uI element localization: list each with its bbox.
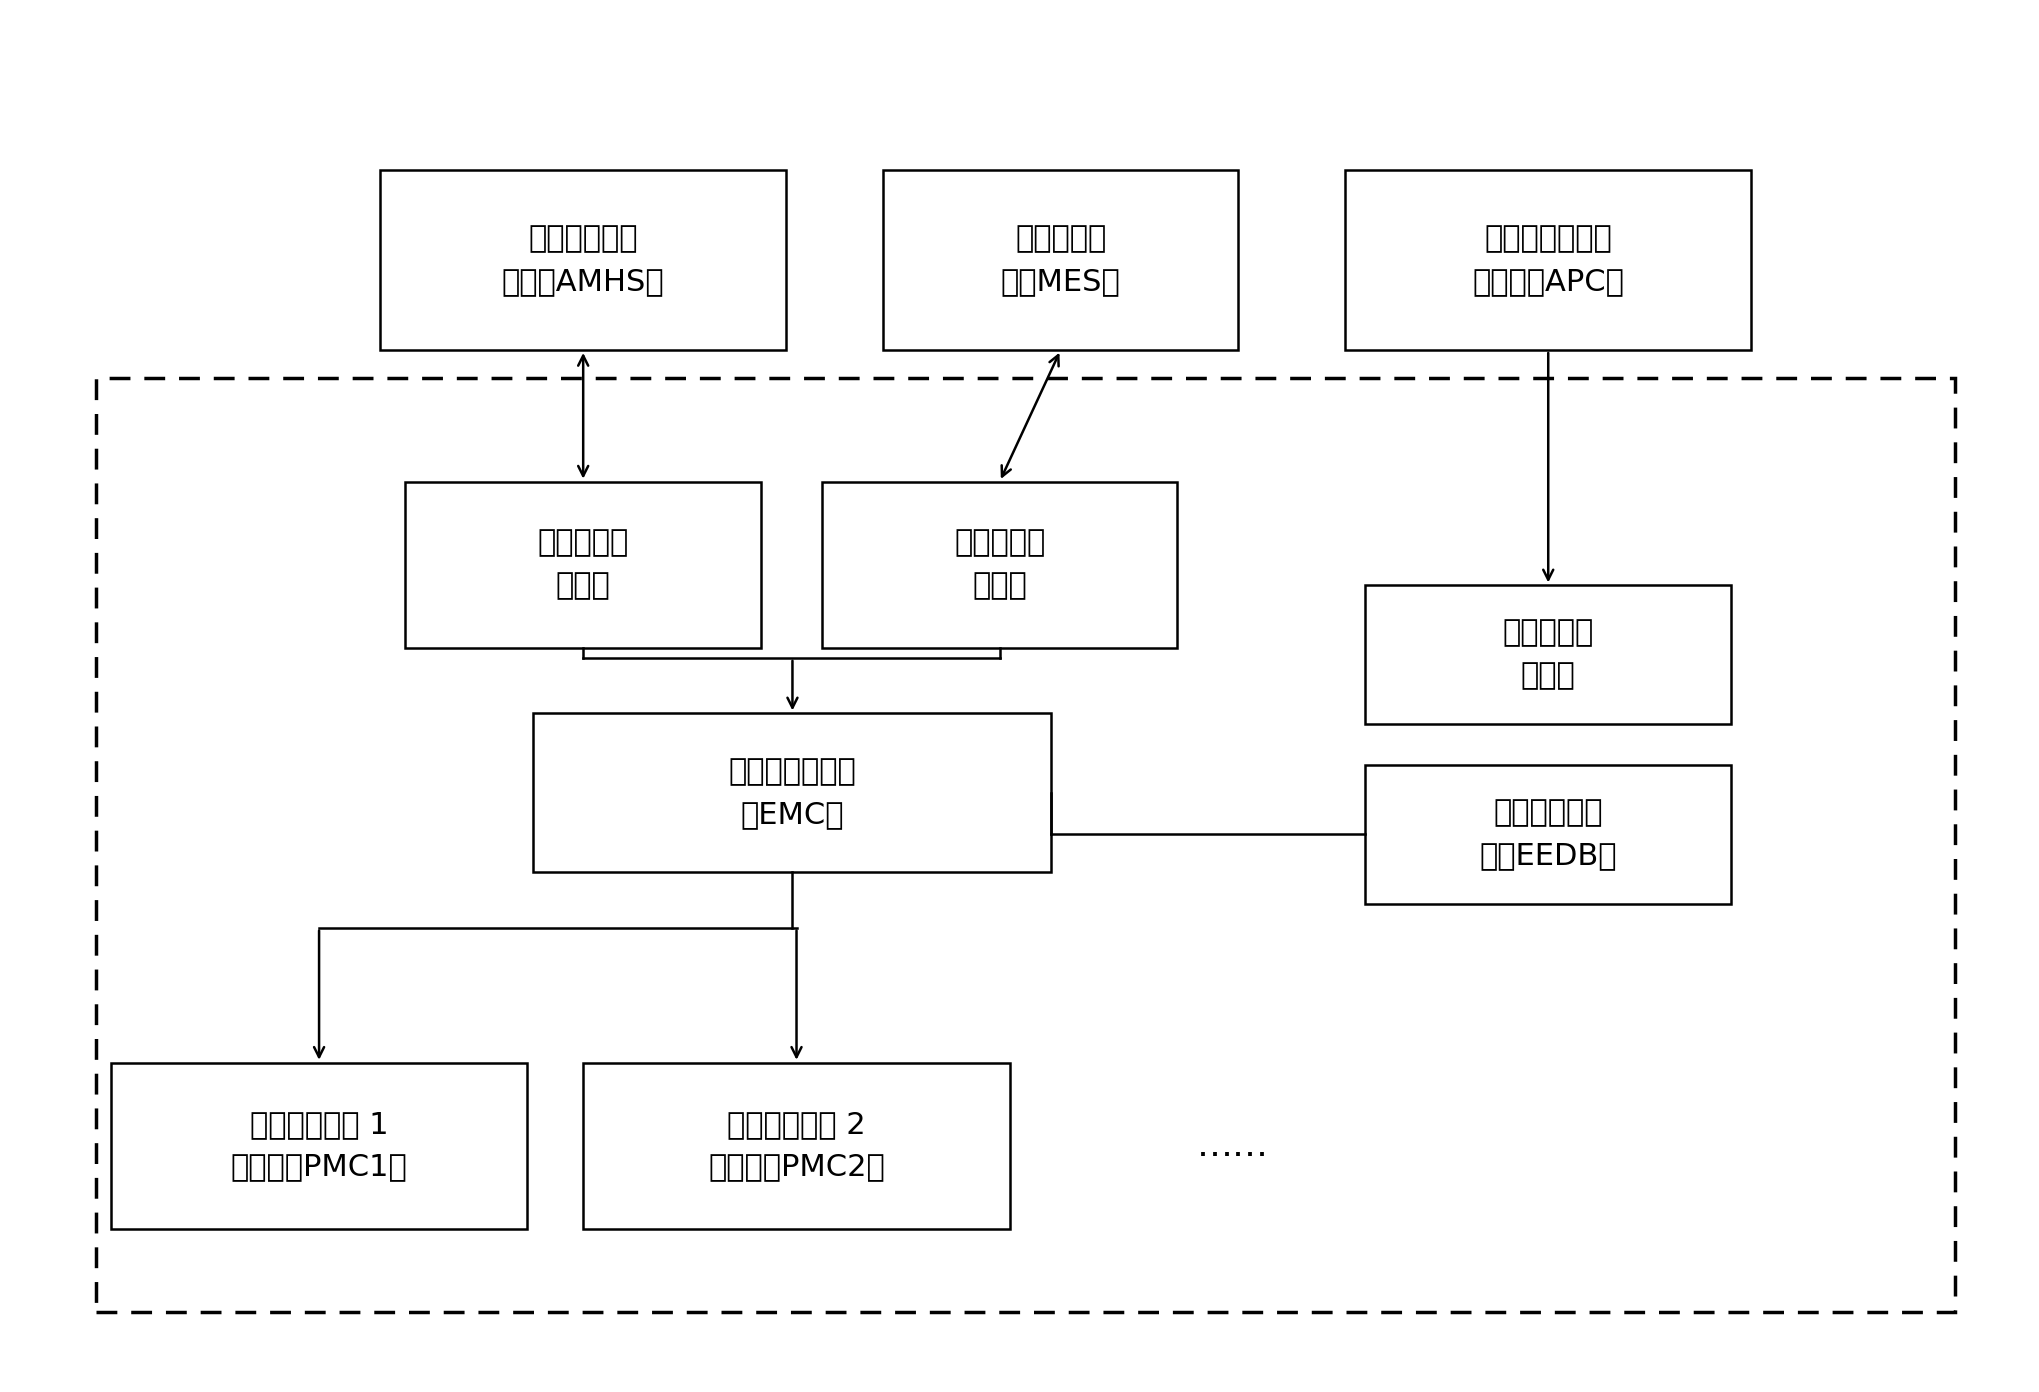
Text: 工艺处理模块 1
控制器（PMC1）: 工艺处理模块 1 控制器（PMC1） (230, 1109, 408, 1182)
Bar (883, 170, 1238, 349)
Bar (406, 482, 761, 647)
Text: 工厂主机通
信接口: 工厂主机通 信接口 (954, 529, 1044, 600)
Text: 工厂物料管理
系统（AMHS）: 工厂物料管理 系统（AMHS） (502, 224, 665, 296)
Text: 设备工程数据
库（EEDB）: 设备工程数据 库（EEDB） (1478, 799, 1617, 870)
Text: 设备模块控制器
（EMC）: 设备模块控制器 （EMC） (728, 757, 856, 828)
Bar (379, 170, 785, 349)
Text: 先进工艺控
制接口: 先进工艺控 制接口 (1503, 618, 1592, 690)
Bar (822, 482, 1177, 647)
Bar (96, 377, 1953, 1311)
Bar (1364, 766, 1731, 903)
Text: ……: …… (1197, 1129, 1268, 1162)
Text: 物料传输系
统接口: 物料传输系 统接口 (538, 529, 628, 600)
Bar (583, 1062, 1009, 1229)
Bar (1364, 585, 1731, 724)
Bar (532, 713, 1050, 873)
Text: 工艺处理模块 2
控制器（PMC2）: 工艺处理模块 2 控制器（PMC2） (708, 1109, 885, 1182)
Bar (110, 1062, 526, 1229)
Text: 先进工艺控制工
程系统（APC）: 先进工艺控制工 程系统（APC） (1472, 224, 1623, 296)
Bar (1344, 170, 1752, 349)
Text: 制造执行系
统（MES）: 制造执行系 统（MES） (1001, 224, 1119, 296)
